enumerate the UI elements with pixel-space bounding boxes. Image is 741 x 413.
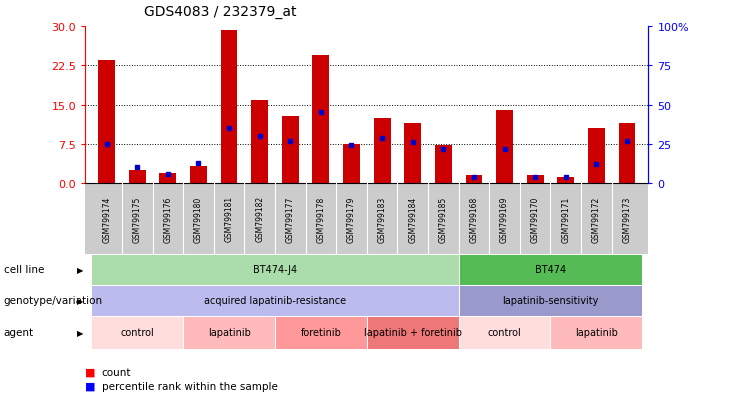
Text: BT474: BT474: [535, 264, 566, 275]
Text: GSM799173: GSM799173: [622, 196, 631, 242]
Bar: [129, 171, 146, 184]
Text: GSM799168: GSM799168: [469, 196, 479, 242]
Text: ■: ■: [85, 367, 96, 377]
Text: GSM799185: GSM799185: [439, 196, 448, 242]
Text: ■: ■: [85, 381, 96, 391]
Text: genotype/variation: genotype/variation: [4, 295, 103, 306]
Text: GSM799169: GSM799169: [500, 196, 509, 242]
Text: GSM799176: GSM799176: [163, 196, 173, 242]
Bar: [557, 178, 574, 184]
Bar: [159, 173, 176, 184]
Text: GSM799184: GSM799184: [408, 196, 417, 242]
Text: GSM799177: GSM799177: [286, 196, 295, 242]
Bar: [619, 123, 635, 184]
Text: cell line: cell line: [4, 264, 44, 275]
Text: GSM799178: GSM799178: [316, 196, 325, 242]
Bar: [251, 101, 268, 184]
Bar: [313, 56, 329, 184]
Text: GSM799182: GSM799182: [255, 196, 265, 242]
Bar: [527, 176, 544, 184]
Text: lapatinib: lapatinib: [207, 328, 250, 337]
Text: GSM799172: GSM799172: [592, 196, 601, 242]
Text: GSM799183: GSM799183: [378, 196, 387, 242]
Bar: [190, 167, 207, 184]
Bar: [99, 61, 115, 184]
Bar: [465, 176, 482, 184]
Bar: [588, 129, 605, 184]
Text: ▶: ▶: [77, 265, 83, 274]
Text: agent: agent: [4, 328, 34, 337]
Text: ▶: ▶: [77, 328, 83, 337]
Text: percentile rank within the sample: percentile rank within the sample: [102, 381, 277, 391]
Text: GSM799179: GSM799179: [347, 196, 356, 242]
Bar: [435, 146, 452, 184]
Text: lapatinib: lapatinib: [575, 328, 618, 337]
Bar: [343, 145, 360, 184]
Text: lapatinib + foretinib: lapatinib + foretinib: [364, 328, 462, 337]
Text: GSM799175: GSM799175: [133, 196, 142, 242]
Text: acquired lapatinib-resistance: acquired lapatinib-resistance: [204, 295, 346, 306]
Bar: [405, 123, 421, 184]
Text: GDS4083 / 232379_at: GDS4083 / 232379_at: [144, 5, 297, 19]
Bar: [282, 117, 299, 184]
Text: control: control: [120, 328, 154, 337]
Text: lapatinib-sensitivity: lapatinib-sensitivity: [502, 295, 599, 306]
Text: control: control: [488, 328, 522, 337]
Text: count: count: [102, 367, 131, 377]
Text: GSM799180: GSM799180: [194, 196, 203, 242]
Text: BT474-J4: BT474-J4: [253, 264, 297, 275]
Text: GSM799174: GSM799174: [102, 196, 111, 242]
Text: foretinib: foretinib: [300, 328, 342, 337]
Text: GSM799170: GSM799170: [531, 196, 539, 242]
Bar: [373, 119, 391, 184]
Text: GSM799181: GSM799181: [225, 196, 233, 242]
Bar: [496, 111, 513, 184]
Text: ▶: ▶: [77, 296, 83, 305]
Bar: [221, 31, 237, 184]
Text: GSM799171: GSM799171: [561, 196, 571, 242]
